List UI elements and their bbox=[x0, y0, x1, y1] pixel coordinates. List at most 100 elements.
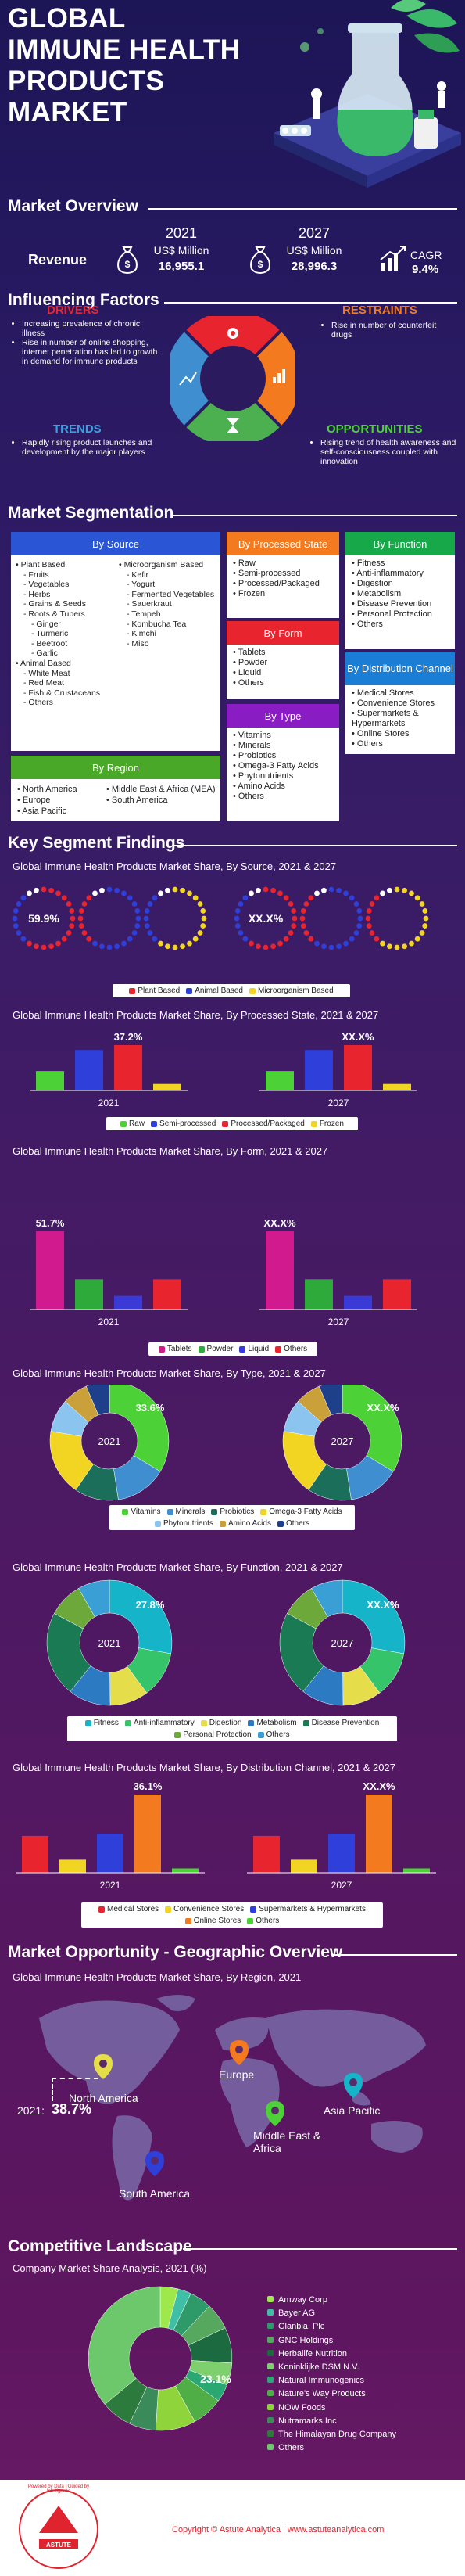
donut-slice bbox=[342, 1579, 406, 1654]
legend-item: Fitness bbox=[84, 1719, 119, 1727]
dot-ring bbox=[299, 886, 363, 950]
bar bbox=[328, 1834, 355, 1873]
ring-dot bbox=[277, 940, 283, 947]
logo-brand: ASTUTE ANALYTICA bbox=[41, 2542, 77, 2556]
legend-item: NOW Foods bbox=[267, 2402, 396, 2415]
ring-dot bbox=[66, 901, 72, 907]
ring-dot bbox=[134, 923, 141, 929]
legend-item: Semi-processed bbox=[151, 1119, 216, 1128]
ring-dot bbox=[69, 908, 75, 914]
legend-label: Amway Corp bbox=[278, 2295, 327, 2305]
legend-label: Minerals bbox=[175, 1507, 206, 1516]
legend-swatch bbox=[267, 2390, 274, 2397]
donut-value-label: XX.X% bbox=[367, 1402, 399, 1414]
drivers-title: DRIVERS bbox=[47, 304, 99, 317]
form-item: • Tablets bbox=[233, 648, 266, 657]
distribution-list: • Medical Stores • Convenience Stores • Su… bbox=[345, 685, 455, 753]
legend-label: Probiotics bbox=[220, 1507, 255, 1516]
ring-dot bbox=[349, 895, 355, 901]
ring-dot bbox=[343, 890, 349, 896]
segment-by-function: By Function • Fitness • Anti-inflammatory… bbox=[345, 532, 455, 649]
bar bbox=[403, 1868, 430, 1873]
geo-subtitle: Global Immune Health Products Market Sha… bbox=[13, 1971, 302, 1983]
bar-value-label: 51.7% bbox=[36, 1217, 65, 1229]
legend-swatch bbox=[302, 1719, 309, 1726]
trends-title: TRENDS bbox=[53, 422, 102, 436]
ring-dot bbox=[234, 915, 240, 922]
ring-dot bbox=[256, 943, 261, 950]
legend-label: Nutramarks Inc bbox=[278, 2416, 337, 2426]
page-title: GLOBAL IMMUNE HEALTH PRODUCTS MARKET bbox=[8, 3, 241, 128]
source-label-2021: 59.9% bbox=[28, 912, 59, 925]
ring-dot bbox=[288, 901, 294, 907]
ring-dot bbox=[422, 908, 428, 914]
ring-dot bbox=[299, 915, 306, 922]
ring-dot bbox=[366, 923, 372, 929]
donut-slice bbox=[109, 1385, 170, 1472]
legend-label: Natural Immunogenics bbox=[278, 2376, 365, 2386]
ring-dot bbox=[12, 915, 18, 922]
legend-label: Anti-inflammatory bbox=[133, 1719, 195, 1727]
legend-source: Plant Based Animal Based Microorganism Bas… bbox=[113, 984, 350, 997]
ring-dot bbox=[135, 915, 141, 922]
ring-dot bbox=[34, 943, 39, 950]
source-item: - Fish & Crustaceans bbox=[23, 688, 101, 698]
legend-label: Amino Acids bbox=[227, 1519, 271, 1528]
state-item: • Processed/Packaged bbox=[233, 579, 320, 588]
opportunities-title: OPPORTUNITIES bbox=[327, 422, 423, 436]
legend-label: Others bbox=[285, 1519, 309, 1528]
legend-item: Plant Based bbox=[129, 986, 180, 995]
chart-function-title: Global Immune Health Products Market Sha… bbox=[13, 1561, 343, 1573]
function-item: • Fitness bbox=[352, 559, 385, 568]
year-label: 2027 bbox=[328, 1098, 349, 1108]
ring-dot bbox=[336, 943, 342, 950]
region-item: • South America bbox=[106, 796, 168, 805]
map-pin-icon bbox=[344, 2073, 363, 2102]
bar bbox=[22, 1835, 48, 1873]
ring-dot bbox=[114, 887, 120, 893]
ring-dot bbox=[308, 895, 314, 901]
year-2027: 2027 bbox=[298, 225, 331, 241]
bar bbox=[305, 1050, 333, 1090]
ring-dot bbox=[187, 890, 192, 896]
segment-by-form: By Form • Tablets • Powder • Liquid • Other… bbox=[227, 621, 339, 699]
ring-dot bbox=[121, 890, 127, 896]
ring-dot bbox=[200, 923, 206, 929]
dot-ring bbox=[77, 886, 141, 950]
legend-item: Medical Stores bbox=[98, 1905, 159, 1913]
legend-swatch bbox=[267, 2296, 274, 2302]
astute-logo bbox=[16, 2486, 102, 2572]
world-map bbox=[39, 1995, 426, 2201]
ring-dot bbox=[300, 908, 306, 914]
ring-dot bbox=[369, 930, 375, 936]
form-item: • Others bbox=[233, 678, 264, 688]
revenue-label: Revenue bbox=[28, 252, 88, 268]
legend-label: Online Stores bbox=[193, 1917, 241, 1925]
ring-dot bbox=[409, 890, 414, 896]
ring-dot bbox=[144, 923, 150, 929]
function-item: • Anti-inflammatory bbox=[352, 569, 424, 578]
ring-dot bbox=[357, 915, 363, 922]
ring-dot bbox=[121, 940, 127, 947]
legend-label: Bayer AG bbox=[278, 2308, 316, 2319]
legend-swatch bbox=[124, 1719, 131, 1726]
title-line-3: PRODUCTS bbox=[8, 66, 165, 96]
ring-dot bbox=[144, 908, 150, 914]
dot-ring bbox=[365, 886, 429, 950]
legend-swatch bbox=[120, 1120, 127, 1127]
driver-item: Increasing prevalence of chronic illness bbox=[22, 319, 161, 338]
legend-label: Plant Based bbox=[138, 986, 181, 995]
donut-slice bbox=[85, 1385, 110, 1416]
map-pin-icon bbox=[94, 2054, 113, 2083]
type-item: • Phytonutrients bbox=[233, 771, 294, 781]
bar bbox=[344, 1295, 372, 1310]
legend-item: Others bbox=[257, 1730, 290, 1739]
legend-item: Animal Based bbox=[186, 986, 243, 995]
company-chart-title: Company Market Share Analysis, 2021 (%) bbox=[13, 2262, 207, 2274]
title-line-2: IMMUNE HEALTH bbox=[8, 34, 241, 65]
ring-dot bbox=[41, 944, 47, 950]
ring-dot bbox=[238, 901, 244, 907]
segment-by-distribution: By Distribution Channel • Medical Stores… bbox=[345, 652, 455, 754]
ring-dot bbox=[270, 887, 276, 893]
ring-dot bbox=[300, 923, 306, 929]
